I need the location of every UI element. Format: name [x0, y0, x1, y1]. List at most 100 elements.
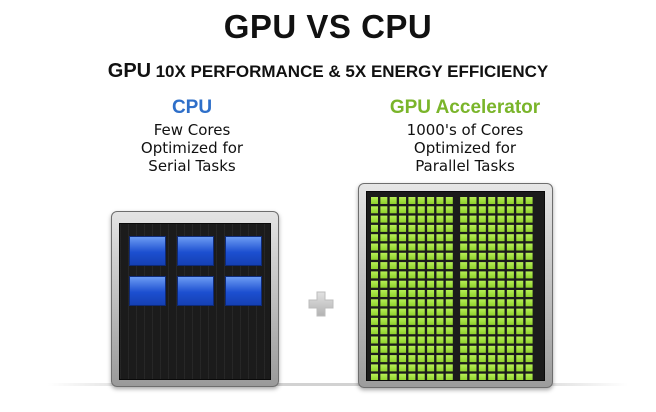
gpu-core — [488, 317, 496, 325]
gpu-core — [389, 243, 397, 251]
gpu-core — [436, 364, 444, 372]
gpu-core — [525, 299, 533, 307]
gpu-core — [436, 336, 444, 344]
gpu-core — [427, 262, 435, 270]
gpu-core — [497, 327, 505, 335]
gpu-core — [497, 364, 505, 372]
gpu-core — [488, 364, 496, 372]
gpu-core — [516, 243, 524, 251]
gpu-core — [380, 224, 388, 232]
gpu-core — [497, 280, 505, 288]
gpu-core — [445, 252, 453, 260]
gpu-core — [380, 308, 388, 316]
gpu-core — [516, 290, 524, 297]
gpu-core — [380, 243, 388, 251]
gpu-core — [469, 234, 477, 242]
gpu-core — [417, 373, 425, 380]
gpu-core — [371, 197, 378, 204]
gpu-core — [488, 215, 496, 223]
gpu-core — [469, 206, 477, 214]
gpu-core — [427, 252, 435, 260]
gpu-core — [460, 224, 468, 232]
cpu-line-1: Few Cores — [153, 121, 231, 139]
gpu-core — [478, 280, 486, 288]
gpu-core — [525, 252, 533, 260]
gpu-core — [399, 345, 407, 353]
gpu-core — [380, 206, 388, 214]
gpu-core — [460, 327, 468, 335]
gpu-core — [417, 317, 425, 325]
gpu-core — [525, 327, 533, 335]
gpu-core — [506, 197, 514, 204]
gpu-core — [399, 280, 407, 288]
gpu-core — [445, 224, 453, 232]
gpu-core — [371, 252, 378, 260]
gpu-core — [408, 317, 416, 325]
gpu-core — [427, 327, 435, 335]
gpu-core — [436, 197, 444, 204]
gpu-core — [389, 215, 397, 223]
gpu-core — [488, 271, 496, 279]
gpu-core — [478, 373, 486, 380]
gpu-core — [516, 364, 524, 372]
gpu-core — [399, 336, 407, 344]
gpu-core — [516, 262, 524, 270]
gpu-core — [460, 243, 468, 251]
gpu-core — [460, 262, 468, 270]
gpu-core — [399, 373, 407, 380]
gpu-core — [371, 299, 378, 307]
gpu-core — [525, 364, 533, 372]
gpu-core — [417, 262, 425, 270]
gpu-core — [488, 252, 496, 260]
gpu-core — [478, 224, 486, 232]
gpu-core — [469, 224, 477, 232]
gpu-core — [389, 234, 397, 242]
cpu-core — [129, 236, 166, 266]
gpu-line-2: Optimized for — [413, 139, 517, 157]
cpu-core — [129, 276, 166, 306]
cpu-line-3: Serial Tasks — [148, 157, 236, 175]
gpu-core — [525, 197, 533, 204]
gpu-core — [427, 206, 435, 214]
gpu-core — [389, 345, 397, 353]
gpu-core — [460, 299, 468, 307]
gpu-core — [417, 224, 425, 232]
gpu-core — [497, 243, 505, 251]
gpu-core — [525, 215, 533, 223]
gpu-line-1: 1000's of Cores — [406, 121, 524, 139]
gpu-core — [525, 373, 533, 380]
gpu-core — [436, 355, 444, 363]
gpu-core — [417, 308, 425, 316]
gpu-core — [516, 271, 524, 279]
gpu-core — [497, 373, 505, 380]
gpu-core — [399, 243, 407, 251]
gpu-core — [417, 345, 425, 353]
page-title: GPU VS CPU — [223, 8, 433, 45]
gpu-core — [506, 308, 514, 316]
gpu-core — [469, 373, 477, 380]
gpu-core — [380, 234, 388, 242]
gpu-chip — [358, 183, 553, 388]
gpu-core — [371, 262, 378, 270]
gpu-core — [389, 317, 397, 325]
gpu-core — [525, 271, 533, 279]
gpu-core — [427, 280, 435, 288]
gpu-core — [445, 308, 453, 316]
cpu-line-2: Optimized for — [140, 139, 244, 157]
gpu-core — [399, 234, 407, 242]
gpu-core — [380, 290, 388, 297]
gpu-core — [371, 345, 378, 353]
gpu-core — [469, 271, 477, 279]
gpu-core — [389, 252, 397, 260]
gpu-core — [469, 364, 477, 372]
gpu-core — [506, 327, 514, 335]
gpu-core — [436, 243, 444, 251]
gpu-core — [469, 262, 477, 270]
gpu-core — [460, 234, 468, 242]
gpu-core — [399, 317, 407, 325]
gpu-line-3: Parallel Tasks — [415, 157, 515, 175]
gpu-core — [445, 364, 453, 372]
gpu-core — [497, 299, 505, 307]
gpu-core — [497, 355, 505, 363]
gpu-core — [497, 262, 505, 270]
